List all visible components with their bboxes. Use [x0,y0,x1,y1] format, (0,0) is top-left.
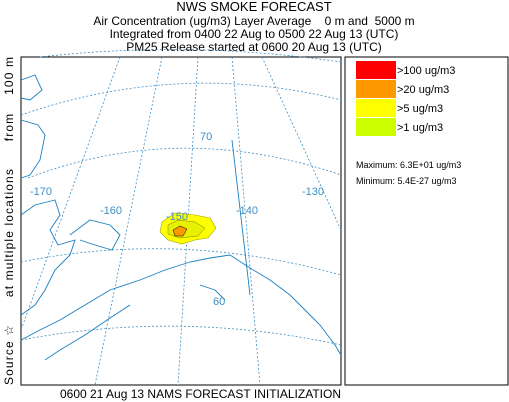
legend-minimum: Minimum: 5.4E-27 ug/m3 [356,176,457,186]
graticule [20,325,342,346]
legend-label: >20 ug/m3 [397,84,449,96]
smoke-plume [172,225,188,237]
graticule-label: -150 [166,211,188,223]
graticule [20,82,342,116]
title: NWS SMOKE FORECAST [176,0,331,14]
coastline [44,284,226,361]
subtitle: PM25 Release started at 0600 20 Aug 13 (… [126,40,381,54]
graticule [20,248,342,276]
legend-label: >1 ug/m3 [397,122,443,134]
legend-label: >100 ug/m3 [397,65,455,77]
graticule [20,56,121,331]
legend: >100 ug/m3 >20 ug/m3 >5 ug/m3 >1 ug/m3 [356,61,455,136]
legend-swatch [356,99,396,117]
border [231,139,251,296]
legend-maximum: Maximum: 6.3E+01 ug/m3 [356,160,461,170]
map: -170 -160 -150 -140 -130 70 60 [20,49,342,386]
subtitle: Air Concentration (ug/m3) Layer Average … [93,14,414,28]
graticule-label: 70 [200,131,212,143]
graticule-label: -170 [30,186,52,198]
graticule-label: 60 [213,296,225,308]
graticule [231,56,261,386]
subtitle: Integrated from 0400 22 Aug to 0500 22 A… [110,27,399,41]
footer: 0600 21 Aug 13 NAMS FORECAST INITIALIZAT… [60,387,341,401]
graticule-label: -130 [302,186,324,198]
legend-swatch [356,80,396,98]
side-label: Source ☆ at multiple locations from 100 … [2,57,16,385]
graticule [27,147,342,179]
graticule-label: -160 [100,205,122,217]
graticule-label: -140 [236,205,258,217]
legend-label: >5 ug/m3 [397,103,443,115]
legend-swatch [356,118,396,136]
coastline [20,74,342,356]
legend-swatch [356,61,396,79]
map-labels: -170 -160 -150 -140 -130 70 60 [30,131,324,308]
